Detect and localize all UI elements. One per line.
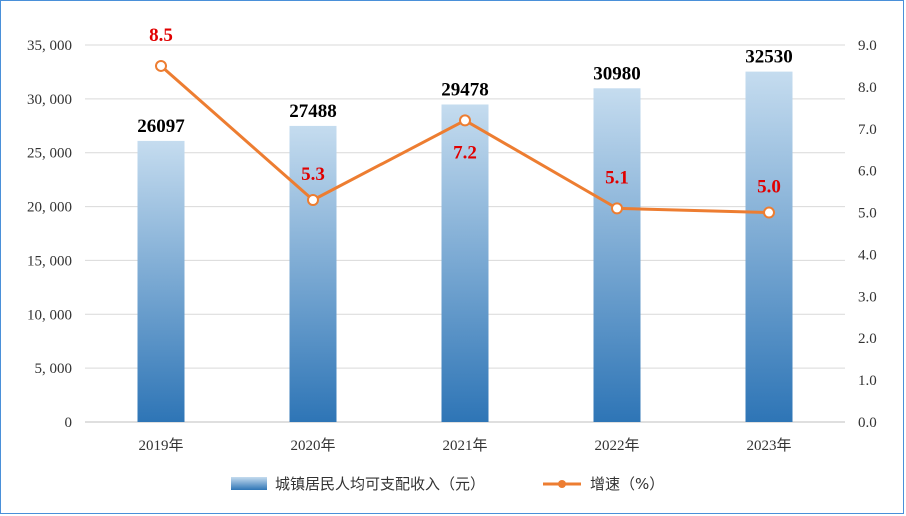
right-axis-ticks: 0.0 1.0 2.0 3.0 4.0 5.0 6.0 7.0 8.0 9.0 — [858, 38, 877, 431]
right-tick-label: 4.0 — [858, 247, 877, 263]
right-tick-label: 5.0 — [858, 206, 877, 222]
left-tick-label: 5, 000 — [35, 361, 73, 377]
left-tick-label: 10, 000 — [27, 307, 72, 323]
line-point — [763, 206, 775, 219]
legend: 城镇居民人均可支配收入（元） 增速（%） — [231, 475, 664, 493]
category-labels: 2019年 2020年 2021年 2022年 2023年 — [138, 437, 791, 454]
right-tick-label: 3.0 — [858, 289, 877, 305]
category-label: 2021年 — [442, 437, 487, 454]
left-tick-label: 20, 000 — [27, 200, 72, 216]
legend-bar-swatch — [231, 477, 267, 490]
category-label: 2019年 — [138, 437, 183, 454]
right-tick-label: 7.0 — [858, 122, 877, 138]
line-value-label: 5.1 — [605, 167, 629, 188]
line-value-label: 5.3 — [301, 164, 325, 185]
left-tick-label: 25, 000 — [27, 146, 72, 162]
left-axis-ticks: 0 5, 000 10, 000 15, 000 20, 000 25, 000 30, 0… — [27, 38, 72, 431]
legend-line-label: 增速（%） — [590, 475, 664, 493]
bar-value-label: 32530 — [745, 47, 793, 68]
legend-line-marker — [558, 480, 566, 488]
bar — [137, 140, 185, 423]
line-point — [459, 114, 471, 127]
right-tick-label: 2.0 — [858, 331, 877, 347]
line-value-label: 7.2 — [453, 142, 477, 163]
line-point — [155, 59, 167, 72]
bar — [745, 71, 793, 422]
right-tick-label: 9.0 — [858, 38, 877, 54]
line-value-label: 8.5 — [149, 25, 173, 46]
bar — [289, 125, 337, 422]
right-tick-label: 1.0 — [858, 373, 877, 389]
bar — [593, 88, 641, 422]
left-tick-label: 15, 000 — [27, 253, 72, 269]
right-tick-label: 8.0 — [858, 80, 877, 96]
left-tick-label: 0 — [65, 415, 73, 431]
line-point — [307, 193, 319, 206]
bar-series — [137, 71, 793, 423]
right-tick-label: 6.0 — [858, 164, 877, 180]
bar-value-label: 30980 — [593, 63, 641, 84]
legend-bar-label: 城镇居民人均可支配收入（元） — [275, 475, 485, 493]
category-label: 2022年 — [594, 437, 639, 454]
line-point — [611, 202, 623, 215]
category-label: 2023年 — [746, 437, 791, 454]
category-label: 2020年 — [290, 437, 335, 454]
line-series — [155, 59, 775, 219]
line-data-labels: 8.5 5.3 7.2 5.1 5.0 — [149, 25, 781, 198]
right-tick-label: 0.0 — [858, 415, 877, 431]
left-tick-label: 35, 000 — [27, 38, 72, 54]
bar-value-label: 27488 — [289, 101, 337, 122]
bar-data-labels: 26097 27488 29478 30980 32530 — [137, 47, 793, 137]
bar-value-label: 26097 — [137, 116, 185, 137]
bar — [441, 104, 489, 422]
left-tick-label: 30, 000 — [27, 92, 72, 108]
bar-value-label: 29478 — [441, 79, 489, 100]
line-value-label: 5.0 — [757, 177, 781, 198]
